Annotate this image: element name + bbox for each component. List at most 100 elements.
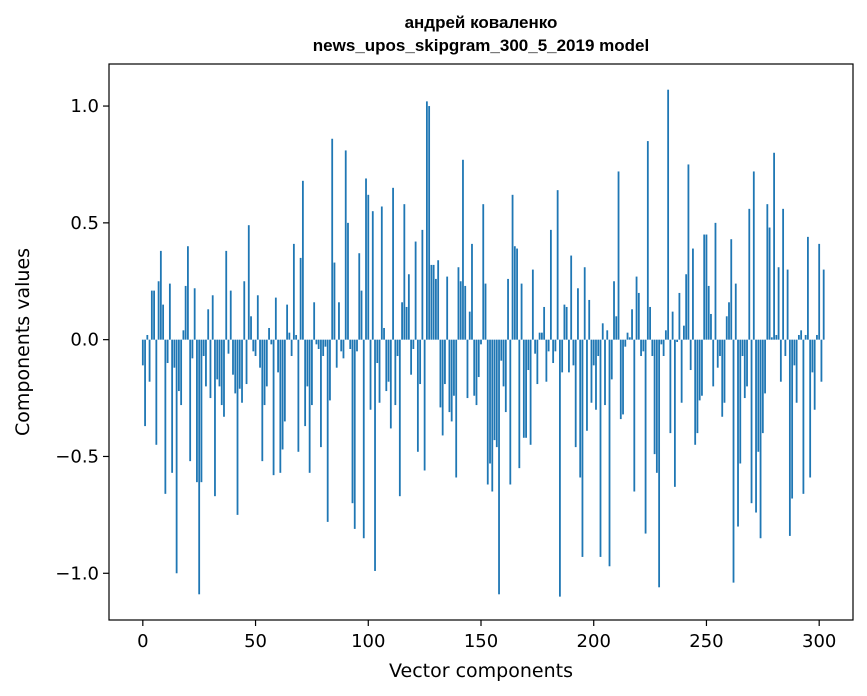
bar	[313, 302, 316, 340]
bar	[207, 309, 210, 340]
bar	[737, 339, 739, 527]
bar	[592, 339, 595, 366]
bar	[304, 339, 307, 427]
bar	[349, 339, 352, 349]
bar	[588, 299, 591, 340]
bar	[425, 101, 428, 340]
bar	[743, 339, 746, 399]
bar	[227, 339, 230, 354]
bar	[401, 302, 403, 340]
bar	[450, 339, 453, 422]
bar	[439, 339, 442, 408]
bar	[153, 290, 155, 340]
bar	[407, 274, 410, 340]
bar	[358, 253, 361, 340]
bar	[644, 339, 647, 534]
bar	[277, 339, 279, 373]
bar	[446, 276, 449, 340]
bar	[714, 222, 717, 340]
bar	[457, 267, 460, 340]
bar	[793, 339, 796, 366]
bar	[324, 339, 327, 347]
bar	[475, 339, 478, 406]
bar	[610, 339, 613, 380]
bar	[516, 248, 518, 340]
bar	[223, 339, 225, 417]
bar	[601, 323, 604, 340]
bar	[175, 339, 178, 574]
bar	[403, 204, 406, 340]
chart-title-line1: андрей коваленко	[405, 13, 558, 32]
bar	[376, 339, 379, 364]
bar	[279, 339, 282, 473]
plot-frame	[108, 63, 854, 621]
bar	[182, 330, 185, 340]
bar	[608, 339, 611, 567]
bar	[543, 306, 546, 340]
bar	[599, 339, 602, 557]
bar	[520, 283, 523, 340]
bar	[613, 281, 615, 340]
bar	[782, 208, 785, 340]
bar	[660, 339, 663, 345]
bar	[389, 339, 392, 429]
bar	[484, 283, 487, 340]
bar	[274, 297, 277, 340]
bar	[694, 339, 697, 445]
bar	[536, 339, 539, 385]
bar	[676, 339, 679, 342]
bar	[211, 295, 214, 340]
bar	[299, 257, 302, 340]
bar	[766, 204, 769, 340]
bar	[383, 327, 385, 340]
bar	[511, 194, 514, 340]
bar	[435, 278, 437, 340]
bar	[356, 339, 358, 352]
bar	[649, 306, 651, 340]
x-tick-label: 0	[137, 631, 148, 652]
bar	[734, 283, 737, 340]
bar	[712, 339, 715, 387]
y-axis-label: Components values	[12, 248, 34, 436]
bar	[698, 339, 701, 401]
bar	[775, 334, 778, 340]
bar	[640, 339, 642, 357]
bar	[565, 306, 568, 340]
bar	[268, 327, 270, 340]
bar	[374, 339, 376, 571]
bar	[477, 339, 480, 378]
bar	[572, 339, 575, 366]
bar	[795, 339, 798, 403]
bar	[414, 241, 417, 340]
bar	[606, 330, 609, 340]
bar	[326, 339, 329, 522]
bar	[423, 339, 426, 471]
bar	[568, 339, 570, 373]
bar	[518, 339, 521, 469]
bar	[234, 339, 237, 394]
bar	[816, 334, 818, 340]
y-tick-label: 0.0	[70, 330, 99, 351]
bar	[534, 339, 537, 354]
bar	[468, 311, 471, 340]
bar	[739, 339, 742, 464]
bar	[308, 339, 311, 473]
bar	[297, 339, 300, 452]
bar	[256, 295, 259, 340]
bar	[263, 339, 266, 406]
bar	[272, 339, 275, 476]
bar	[604, 339, 606, 406]
bar	[764, 339, 766, 394]
bar	[250, 316, 252, 340]
bar	[437, 260, 440, 340]
bars-group	[141, 89, 825, 597]
bar	[380, 206, 383, 340]
bar	[500, 339, 503, 361]
bar	[453, 339, 455, 396]
bar	[750, 339, 753, 504]
bar	[338, 302, 340, 340]
chart-title-line2: news_upos_skipgram_300_5_2019 model	[313, 36, 649, 55]
bar	[247, 225, 250, 340]
bar	[581, 339, 584, 557]
bar	[615, 316, 618, 340]
